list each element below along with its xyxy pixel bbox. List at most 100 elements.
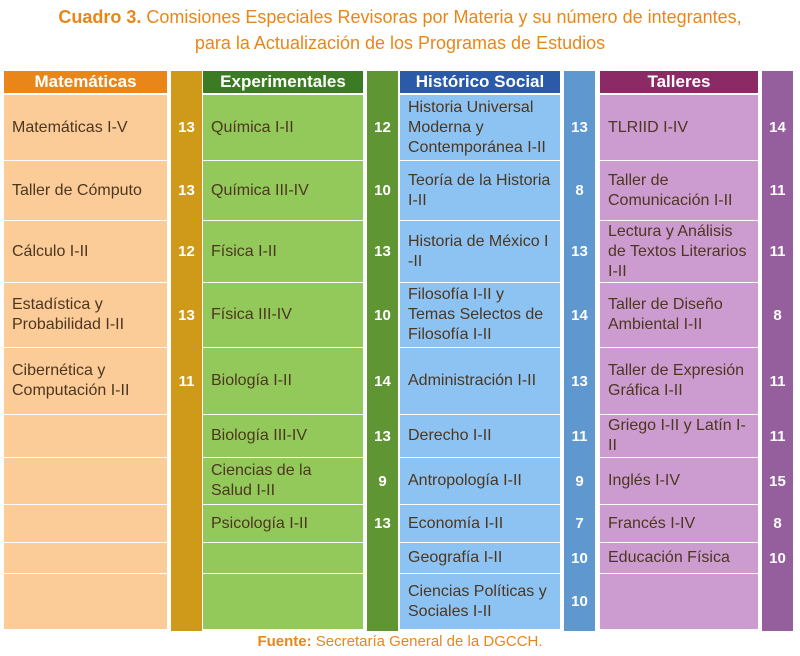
member-count: 11	[762, 221, 793, 282]
column-matematicas: Matemáticas Matemáticas I-V 13 Taller de Có…	[4, 71, 202, 631]
member-count: 12	[171, 221, 202, 282]
member-count: 10	[367, 283, 398, 347]
row-divider	[203, 414, 363, 415]
row-divider	[600, 160, 758, 161]
row-divider	[600, 347, 758, 348]
member-count	[367, 543, 398, 573]
subject-cell: Ciencias de la Salud I-II	[203, 458, 363, 504]
member-count	[171, 458, 202, 504]
source-note: Fuente: Secretaría General de la DGCCH.	[0, 633, 800, 650]
subject-cell: Administración I-II	[400, 348, 560, 414]
member-count: 13	[171, 161, 202, 220]
row-divider	[600, 573, 758, 574]
column-header: Matemáticas	[4, 71, 167, 93]
subject-cell: Estadística y Probabilidad I-II	[4, 283, 167, 347]
subject-cell: Química III-IV	[203, 161, 363, 220]
member-count: 11	[171, 348, 202, 414]
member-count: 8	[762, 283, 793, 347]
row-divider	[600, 414, 758, 415]
subject-cell: Griego I-II y Latín I-II	[600, 415, 758, 457]
member-count	[171, 574, 202, 629]
member-count: 10	[564, 574, 595, 629]
row-divider	[203, 573, 363, 574]
source-label: Fuente:	[257, 633, 312, 650]
title-lead: Cuadro 3.	[58, 7, 142, 27]
subject-cell	[203, 574, 363, 629]
member-count: 14	[564, 283, 595, 347]
member-count: 13	[367, 221, 398, 282]
subject-cell: Educación Física	[600, 543, 758, 573]
row-divider	[4, 347, 167, 348]
subject-cell: Antropología I-II	[400, 458, 560, 504]
row-divider	[4, 282, 167, 283]
subject-cell: Taller de Expresión Gráfica I-II	[600, 348, 758, 414]
member-count	[171, 543, 202, 573]
row-divider	[4, 504, 167, 505]
subject-cell: Ciencias Políticas y Sociales I-II	[400, 574, 560, 629]
subject-cell: Derecho I-II	[400, 415, 560, 457]
subject-cell	[4, 574, 167, 629]
row-divider	[400, 573, 560, 574]
column-header: Experimentales	[203, 71, 363, 93]
member-count: 13	[564, 95, 595, 160]
member-count: 13	[564, 348, 595, 414]
member-count: 10	[762, 543, 793, 573]
row-divider	[400, 504, 560, 505]
row-divider	[400, 457, 560, 458]
column-header: Histórico Social	[400, 71, 560, 93]
column-experimentales: Experimentales Química I-II 12 Química III-…	[203, 71, 398, 631]
row-divider	[4, 220, 167, 221]
row-divider	[4, 542, 167, 543]
row-divider	[600, 542, 758, 543]
subject-cell	[203, 543, 363, 573]
member-count: 14	[762, 95, 793, 160]
member-count: 9	[367, 458, 398, 504]
row-divider	[4, 457, 167, 458]
member-count: 7	[564, 505, 595, 542]
row-divider	[400, 282, 560, 283]
row-divider	[600, 282, 758, 283]
member-count	[171, 505, 202, 542]
member-count: 13	[171, 95, 202, 160]
subject-cell: Taller de Comunicación I-II	[600, 161, 758, 220]
member-count	[171, 415, 202, 457]
member-count: 10	[367, 161, 398, 220]
subject-cell	[4, 505, 167, 542]
row-divider	[400, 347, 560, 348]
member-count: 13	[564, 221, 595, 282]
member-count: 13	[367, 505, 398, 542]
row-divider	[400, 160, 560, 161]
subject-cell: Biología I-II	[203, 348, 363, 414]
subject-cell: Inglés I-IV	[600, 458, 758, 504]
row-divider	[600, 457, 758, 458]
row-divider	[203, 220, 363, 221]
row-divider	[4, 414, 167, 415]
subject-cell	[600, 574, 758, 629]
member-count: 9	[564, 458, 595, 504]
row-divider	[600, 220, 758, 221]
member-count: 12	[367, 95, 398, 160]
row-divider	[400, 414, 560, 415]
column-header: Talleres	[600, 71, 758, 93]
title-line-1: Comisiones Especiales Revisoras por Mate…	[146, 7, 742, 27]
member-count: 10	[564, 543, 595, 573]
member-count: 11	[762, 415, 793, 457]
subject-cell	[4, 543, 167, 573]
title-line-2: para la Actualización de los Programas d…	[194, 33, 606, 53]
source-text: Secretaría General de la DGCCH.	[315, 633, 543, 650]
row-divider	[4, 160, 167, 161]
subject-cell: Economía I-II	[400, 505, 560, 542]
subject-cell: Física I-II	[203, 221, 363, 282]
subject-cell: Historia de México I -II	[400, 221, 560, 282]
subject-cell: Matemáticas I-V	[4, 95, 167, 160]
subject-cell: Cálculo I-II	[4, 221, 167, 282]
row-divider	[203, 542, 363, 543]
subject-cell: Geografía I-II	[400, 543, 560, 573]
subject-cell: Taller de Cómputo	[4, 161, 167, 220]
row-divider	[203, 347, 363, 348]
subject-cell: Filosofía I-II y Temas Selectos de Filos…	[400, 283, 560, 347]
subject-cell	[4, 458, 167, 504]
member-count	[367, 574, 398, 629]
subject-cell: Taller de Diseño Ambiental I-II	[600, 283, 758, 347]
member-count: 8	[762, 505, 793, 542]
